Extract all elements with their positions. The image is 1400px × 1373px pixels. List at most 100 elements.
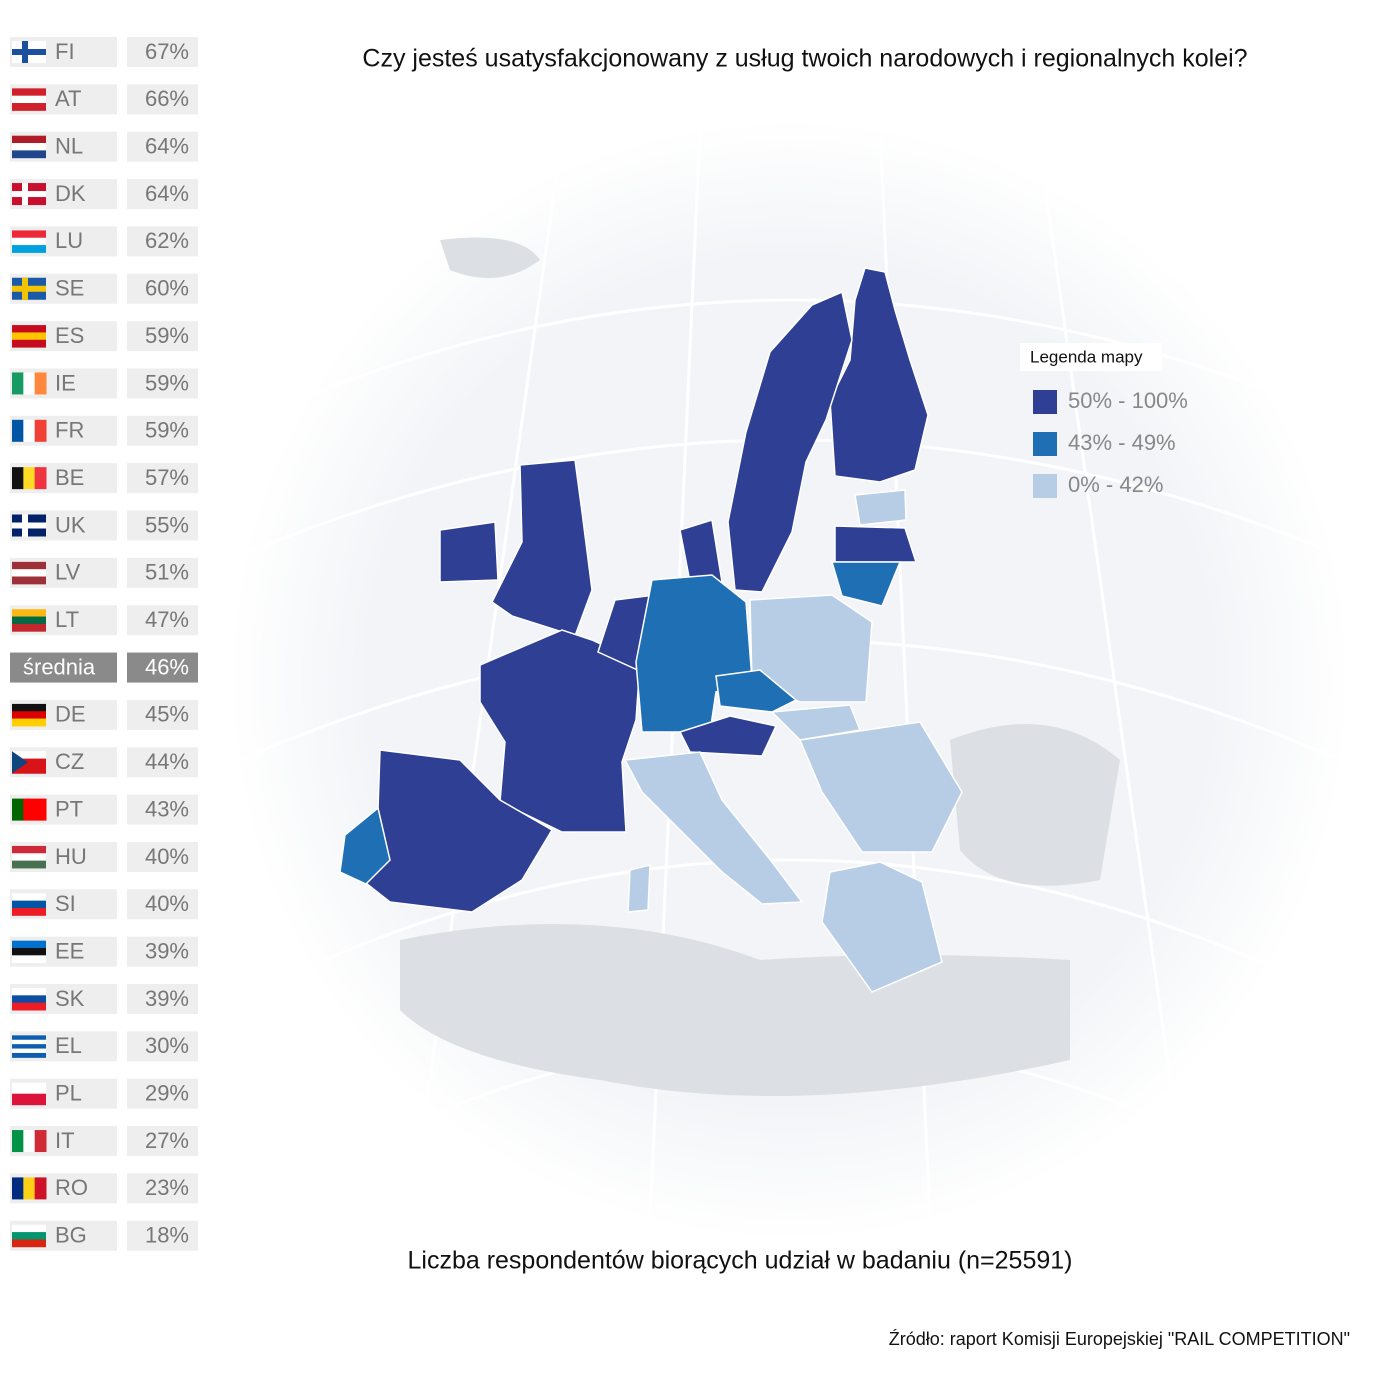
flag-stripe [12, 703, 46, 712]
flag-stripe [12, 339, 46, 348]
country-value: 40% [145, 891, 189, 916]
footnote: Liczba respondentów biorących udział w b… [407, 1247, 1072, 1275]
flag-stripe [34, 419, 47, 442]
country-value: 47% [145, 607, 189, 632]
country-shape [834, 525, 918, 563]
value-cell [127, 1220, 198, 1251]
country-shape [623, 751, 804, 905]
flag-stripe [12, 1039, 46, 1045]
value-cell [127, 936, 198, 967]
flag-stripe [12, 1130, 24, 1153]
flag-cross [12, 285, 46, 292]
country-shape [339, 806, 391, 885]
country-value: 44% [145, 749, 189, 774]
flag-stripe [23, 798, 36, 821]
title: Czy jesteś usatysfakcjonowany z usług tw… [362, 45, 1247, 73]
flag-cross [22, 277, 28, 300]
flag-stripe [12, 609, 46, 618]
country-code: CZ [55, 749, 84, 774]
country-value: 45% [145, 702, 189, 727]
flag-stripe [34, 372, 47, 395]
country-code: LU [55, 228, 83, 253]
country-value: 59% [145, 323, 189, 348]
country-shape [830, 561, 902, 607]
legend-swatch [1033, 432, 1057, 456]
flag-stripe [12, 995, 46, 1004]
flag-stripe [12, 955, 46, 964]
country-value: 46% [145, 654, 189, 679]
value-cell [127, 37, 198, 67]
flag-stripe [12, 1093, 46, 1106]
country-code: SK [55, 986, 85, 1011]
flag-stripe [12, 569, 46, 578]
country-value: 60% [145, 276, 189, 301]
flag-stripe [12, 245, 46, 253]
value-cell [127, 84, 198, 115]
country-shape [627, 864, 651, 913]
flag-stripe [12, 758, 46, 767]
value-cell [127, 415, 198, 446]
country-value: 64% [145, 181, 189, 206]
country-code: EE [55, 938, 84, 963]
flag-stripe [12, 372, 24, 395]
country-code: BG [55, 1223, 87, 1248]
flag-stripe [12, 1239, 46, 1248]
flag-stripe [12, 561, 46, 570]
flag-stripe [12, 95, 46, 104]
country-code: AT [55, 86, 81, 111]
country-code: IE [55, 370, 76, 395]
country-code: EL [55, 1033, 82, 1058]
value-cell [127, 510, 198, 541]
flag-cross [22, 41, 28, 63]
country-value: 62% [145, 228, 189, 253]
source: Źródło: raport Komisji Europejskiej "RAI… [889, 1329, 1350, 1349]
value-cell [127, 321, 198, 352]
flag-cross [22, 514, 28, 537]
country-code: SI [55, 891, 76, 916]
flag-stripe [12, 325, 46, 333]
country-code: PL [55, 1081, 82, 1106]
country-value: 43% [145, 796, 189, 821]
flag-stripe [12, 940, 46, 949]
value-cell [127, 1031, 198, 1062]
country-value: 23% [145, 1175, 189, 1200]
legend-swatch [1033, 390, 1057, 414]
value-cell [127, 699, 198, 730]
country-shape [727, 290, 853, 593]
flag-cross [22, 183, 28, 206]
country-code: DE [55, 702, 86, 727]
value-cell [127, 1126, 198, 1157]
flag-triangle [12, 751, 28, 774]
country-value: 66% [145, 86, 189, 111]
country-shape [479, 629, 641, 833]
flag-stripe [12, 1044, 46, 1050]
flag-stripe [23, 419, 36, 442]
flag-cross [12, 49, 46, 55]
flag-stripe [23, 372, 36, 395]
flag-stripe [12, 1232, 46, 1240]
country-value: 39% [145, 986, 189, 1011]
value-cell [127, 794, 198, 825]
flag-stripe [12, 237, 46, 246]
flag-stripe [12, 419, 24, 442]
country-shape [829, 267, 929, 483]
value-cell [127, 747, 198, 778]
country-value: 57% [145, 465, 189, 490]
value-cell [127, 652, 198, 683]
legend-label: 43% - 49% [1068, 430, 1176, 455]
value-cell [127, 368, 198, 399]
value-cell [127, 605, 198, 636]
country-code: ES [55, 323, 84, 348]
flag-stripe [12, 718, 46, 727]
flag-stripe [12, 1035, 46, 1041]
flag-stripe [12, 751, 46, 760]
flag-stripe [23, 1177, 36, 1200]
country-value: 29% [145, 1081, 189, 1106]
value-cell [127, 131, 198, 162]
country-code: DK [55, 181, 86, 206]
flag-stripe [12, 143, 46, 151]
country-code: średnia [23, 654, 96, 679]
country-code: NL [55, 134, 83, 159]
flag-stripe [12, 853, 46, 862]
